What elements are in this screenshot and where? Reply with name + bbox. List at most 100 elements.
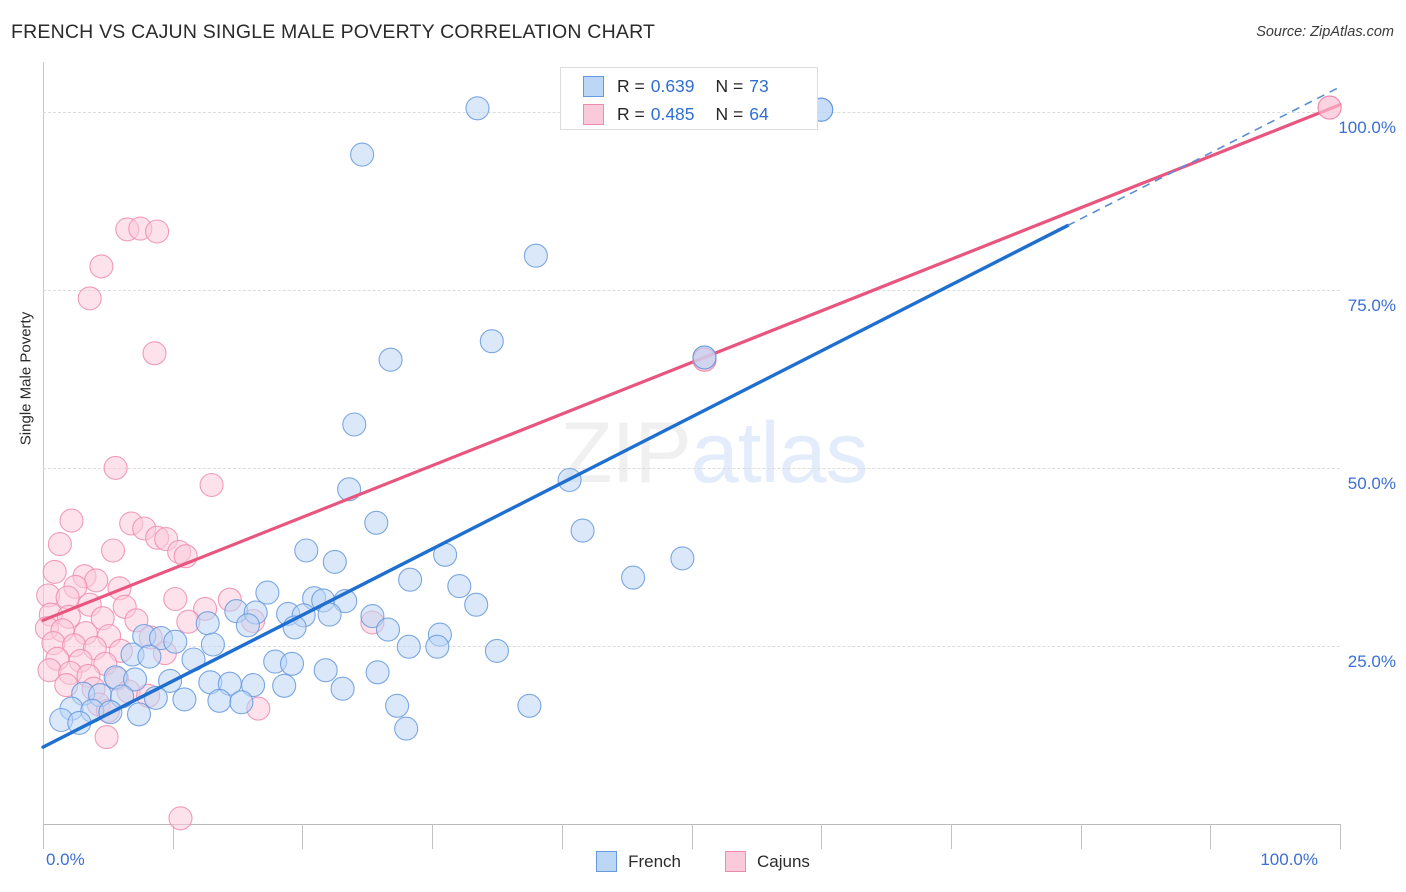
data-point: [447, 574, 472, 599]
data-point: [123, 667, 148, 692]
data-point: [103, 455, 128, 480]
stat-row-cajuns: R = 0.485 N = 64: [583, 100, 769, 128]
data-point: [100, 538, 126, 563]
data-point: [365, 660, 390, 685]
data-point: [621, 565, 646, 590]
data-point: [77, 286, 102, 311]
data-point: [570, 518, 595, 543]
data-point: [360, 604, 385, 629]
x-tick-label-min: 0.0%: [46, 850, 85, 869]
data-point: [195, 611, 220, 636]
data-point: [396, 634, 421, 659]
x-tick-2: [302, 824, 304, 849]
series-legend: French Cajuns: [0, 851, 1406, 872]
french-r-value: 0.639: [650, 75, 695, 96]
trendline-cajuns: [41, 103, 1342, 622]
data-point: [322, 549, 347, 574]
cajuns-r-value: 0.485: [650, 103, 695, 124]
data-point: [398, 567, 423, 592]
x-tick-10: [1340, 824, 1341, 849]
data-point: [350, 142, 375, 167]
y-tick-label-25: 25.0%: [1347, 651, 1396, 671]
data-point: [235, 613, 260, 638]
series-points-french: [49, 96, 834, 741]
data-point: [378, 347, 403, 372]
x-tick-5: [691, 824, 693, 849]
y-tick-label-75: 75.0%: [1347, 295, 1396, 315]
data-point: [199, 472, 224, 498]
data-point: [163, 629, 188, 654]
data-point: [207, 688, 232, 713]
y-tick-label-100: 100.0%: [1338, 117, 1396, 137]
cajuns-swatch-icon: [583, 103, 604, 125]
data-point: [385, 693, 410, 718]
y-tick-label-50: 50.0%: [1347, 473, 1396, 493]
data-point: [47, 532, 72, 557]
data-point: [464, 592, 489, 617]
data-point: [272, 673, 297, 698]
data-point: [375, 617, 401, 642]
x-tick-1: [172, 824, 174, 849]
gridline-25: [43, 645, 1340, 647]
data-point: [484, 638, 509, 663]
data-point: [42, 559, 67, 584]
x-tick-0: [43, 824, 44, 849]
french-swatch-icon: [583, 75, 604, 97]
data-point: [145, 219, 170, 244]
x-tick-9: [1210, 824, 1212, 849]
cajuns-r-label: R =: [617, 103, 645, 124]
data-point: [517, 693, 542, 718]
gridline-50: [43, 467, 1340, 469]
data-point: [425, 634, 450, 659]
y-axis-line: [43, 62, 44, 824]
data-point: [255, 580, 280, 605]
trendline-french-solid: [41, 223, 1070, 749]
cajuns-n-label: N =: [715, 103, 744, 124]
gridline-75: [43, 289, 1340, 291]
data-point: [241, 673, 266, 698]
legend-label-cajuns: Cajuns: [757, 851, 810, 871]
data-point: [465, 96, 490, 121]
data-point: [342, 412, 367, 437]
data-point: [142, 341, 167, 366]
statistics-legend-box: R = 0.639 N = 73 R = 0.485 N = 64: [560, 67, 818, 130]
data-point: [330, 676, 355, 701]
data-point: [670, 546, 695, 571]
legend-item-cajuns[interactable]: Cajuns: [725, 851, 810, 872]
data-point: [200, 632, 225, 657]
data-point: [692, 345, 717, 370]
legend-item-french[interactable]: French: [596, 851, 681, 872]
data-point: [364, 510, 389, 535]
data-point: [1317, 95, 1342, 120]
french-n-label: N =: [715, 75, 744, 96]
x-tick-7: [950, 824, 952, 849]
stat-row-french: R = 0.639 N = 73: [583, 72, 769, 100]
cajuns-legend-swatch-icon: [725, 851, 746, 872]
legend-label-french: French: [628, 851, 681, 871]
data-point: [279, 651, 305, 676]
page-title: FRENCH VS CAJUN SINGLE MALE POVERTY CORR…: [11, 21, 656, 43]
x-tick-6: [821, 824, 823, 849]
data-point: [479, 329, 504, 354]
french-legend-swatch-icon: [596, 851, 618, 872]
data-point: [163, 586, 188, 612]
data-point: [94, 725, 119, 750]
data-point: [172, 687, 197, 712]
data-point: [137, 644, 162, 669]
series-points-cajuns: [34, 95, 1342, 831]
x-tick-label-max: 100.0%: [1260, 850, 1318, 869]
data-point: [89, 254, 114, 279]
cajuns-n-value: 64: [749, 103, 769, 124]
trendline-french-dashed: [1067, 86, 1341, 227]
data-point: [394, 716, 419, 741]
data-point: [523, 243, 548, 268]
data-point: [59, 508, 84, 533]
data-point: [126, 702, 152, 727]
french-r-label: R =: [617, 75, 645, 96]
x-tick-4: [561, 824, 563, 849]
french-n-value: 73: [749, 75, 769, 96]
data-point: [229, 690, 254, 715]
data-point: [313, 658, 338, 683]
